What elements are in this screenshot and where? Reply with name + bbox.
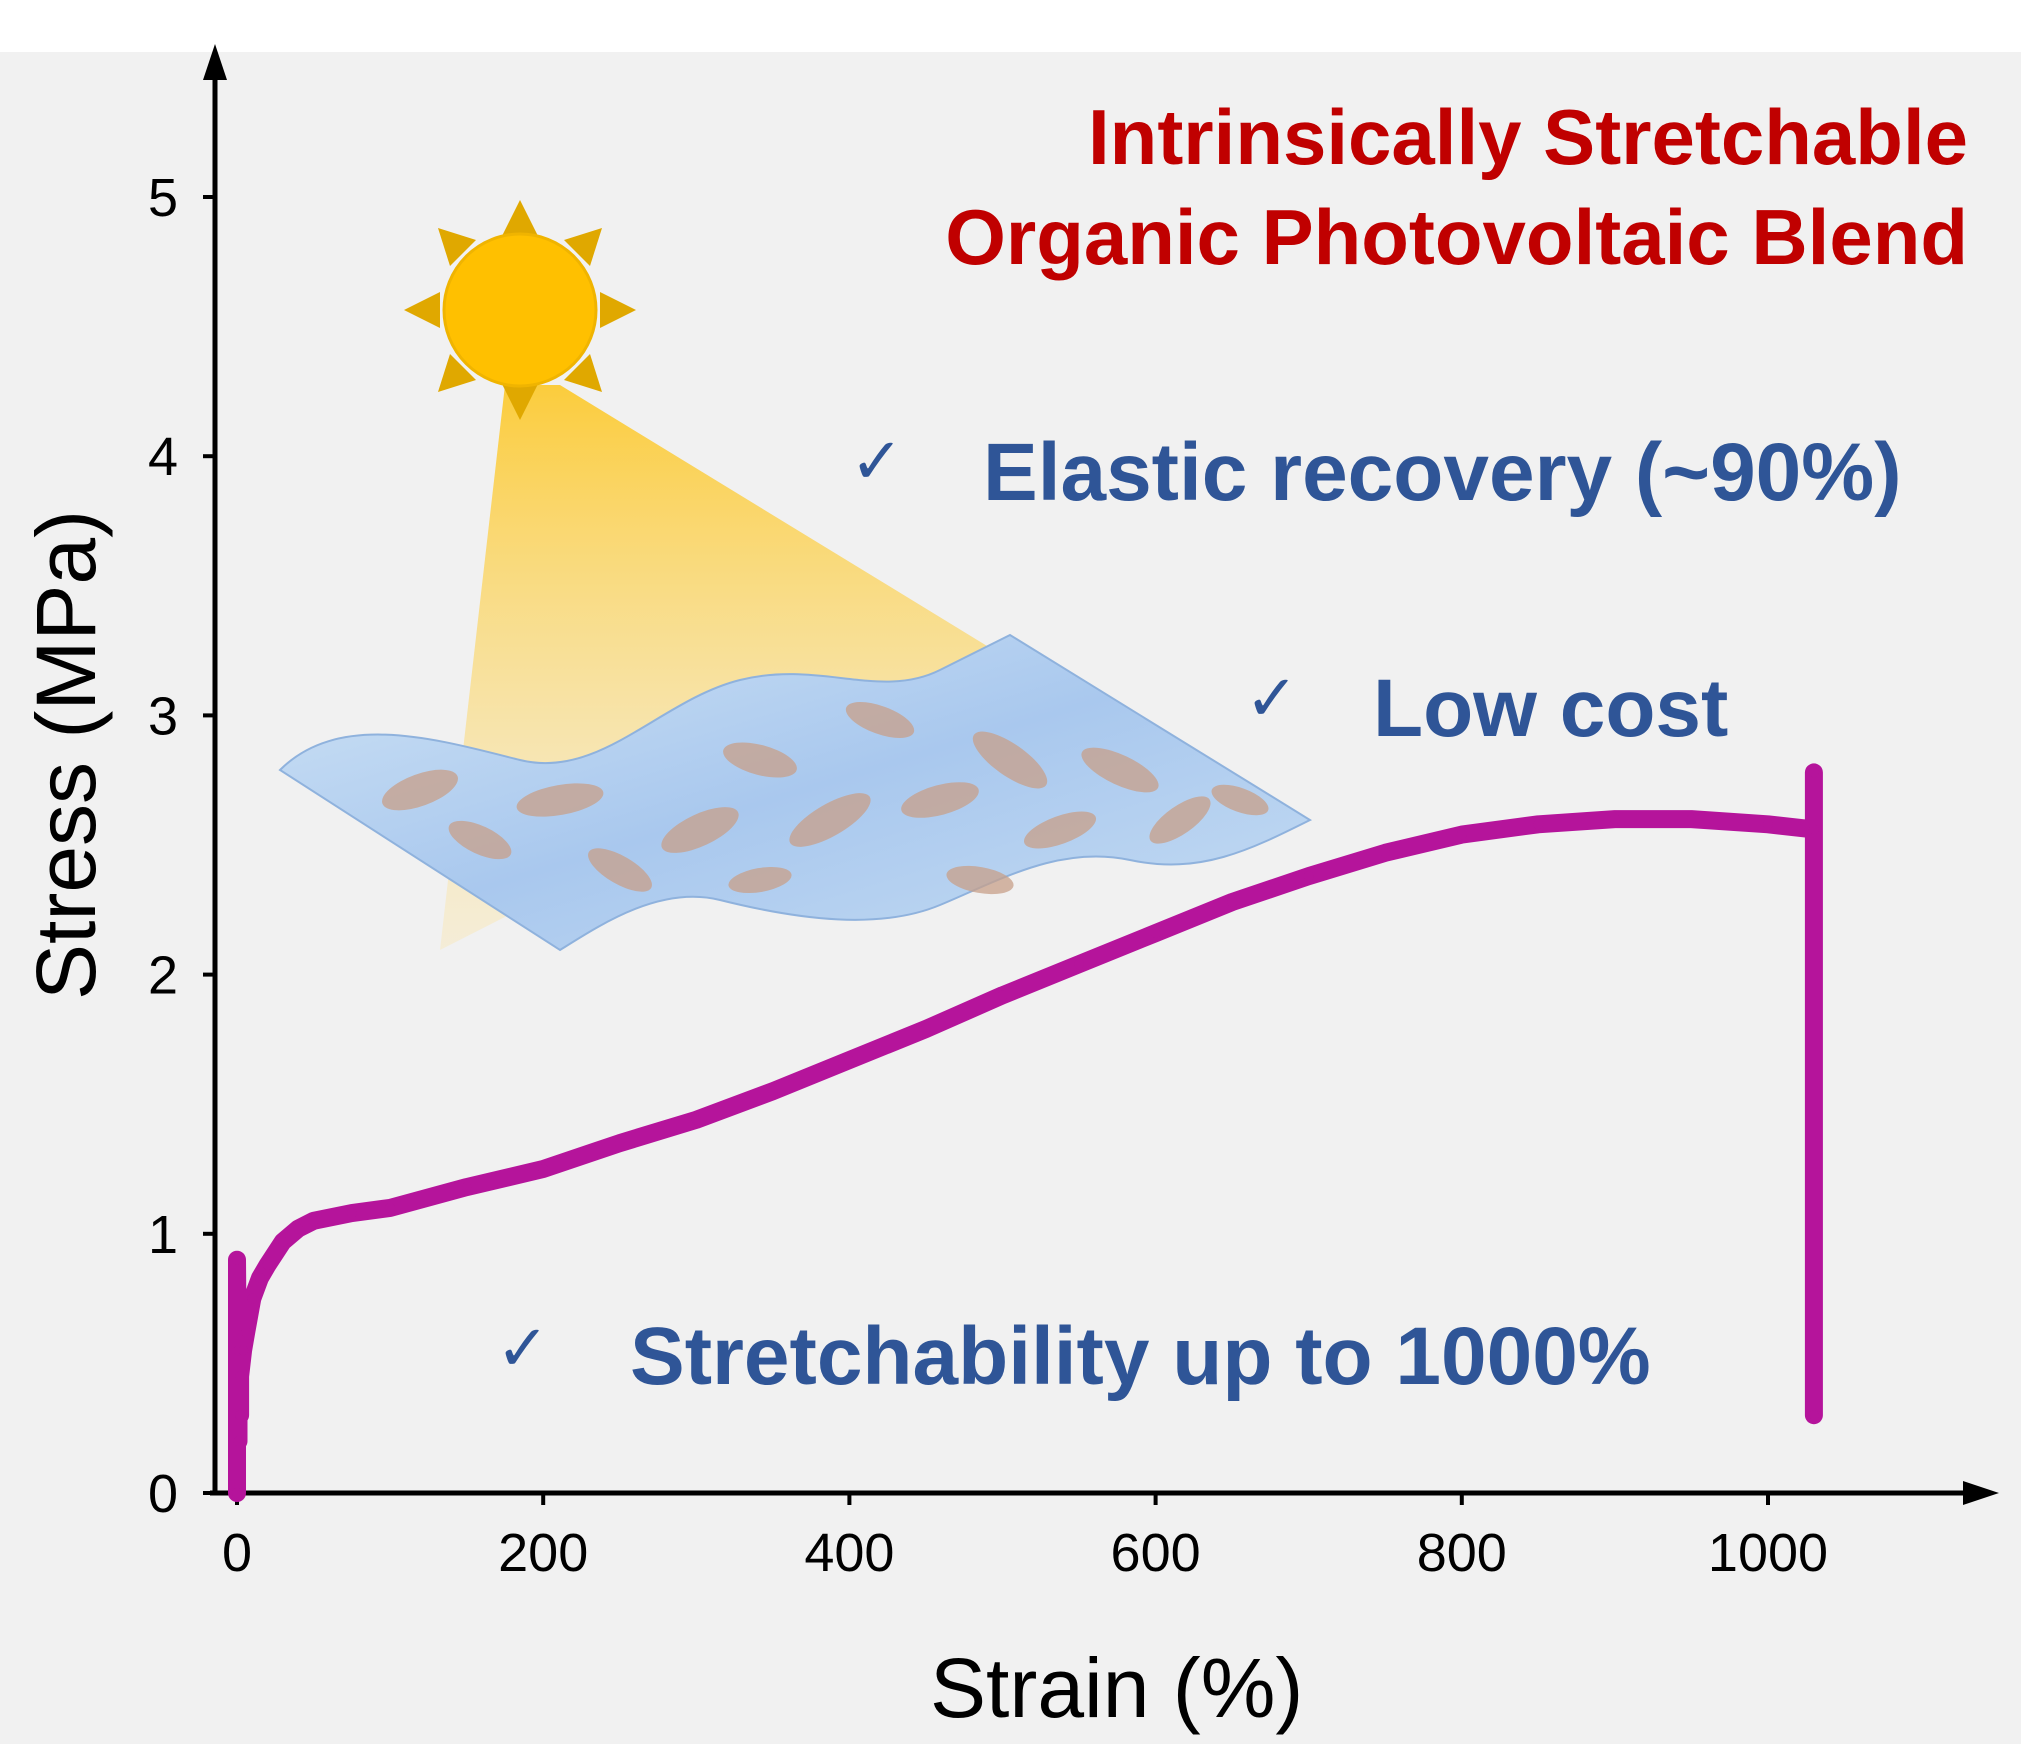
data-point (691, 1114, 702, 1125)
y-axis-arrow (203, 44, 227, 80)
y-tick-label: 2 (148, 946, 178, 1006)
x-tick-label: 400 (804, 1523, 894, 1583)
wavy-stretchable-film (278, 633, 1313, 952)
x-tick-label: 0 (222, 1523, 252, 1583)
data-point (1609, 814, 1620, 825)
data-point (254, 1272, 265, 1283)
data-point (241, 1327, 252, 1338)
x-tick-label: 1000 (1708, 1523, 1828, 1583)
chart-title-line2: Organic Photovoltaic Blend (945, 193, 1968, 281)
x-axis-arrow (1963, 1481, 1999, 1505)
chart-panel (0, 52, 2021, 1744)
x-axis-title: Strain (%) (930, 1641, 1304, 1735)
data-point (1380, 847, 1391, 858)
data-point (1074, 959, 1085, 970)
data-point (844, 1055, 855, 1066)
data-point (232, 1488, 242, 1498)
feature-stretchability: Stretchability up to 1000% (630, 1311, 1651, 1402)
axes: 0 1 2 3 4 5 0 200 400 600 800 1000 (148, 44, 1999, 1583)
data-point (1227, 897, 1238, 908)
data-point (293, 1223, 304, 1234)
checkmark-icon: ✓ (1245, 662, 1299, 736)
y-axis-title: Stress (MPa) (19, 509, 113, 1000)
chart-title-line1: Intrinsically Stretchable (1088, 93, 1968, 181)
y-tick-label: 1 (148, 1205, 178, 1265)
y-tick-label: 3 (148, 686, 178, 746)
x-tick-label: 800 (1417, 1523, 1507, 1583)
data-point (920, 1024, 931, 1035)
data-point (1686, 814, 1697, 825)
data-point (235, 1410, 246, 1421)
data-point (385, 1202, 396, 1213)
checkmark-icon: ✓ (850, 425, 904, 499)
y-tick-label: 4 (148, 427, 178, 487)
data-point (1763, 819, 1773, 830)
y-tick-label: 0 (148, 1464, 178, 1524)
data-point (997, 990, 1008, 1001)
data-point (1456, 829, 1467, 840)
y-tick-label: 5 (148, 168, 178, 228)
data-point (614, 1138, 625, 1149)
data-point (238, 1345, 249, 1356)
data-point (461, 1182, 472, 1193)
data-point (262, 1259, 273, 1270)
x-tick-label: 200 (498, 1523, 588, 1583)
data-point (346, 1208, 357, 1219)
data-point (235, 1371, 246, 1382)
data-point (538, 1164, 549, 1174)
data-point (1808, 767, 1819, 778)
data-point (233, 1436, 244, 1447)
data-point (1808, 824, 1819, 835)
x-tick-label: 600 (1111, 1523, 1201, 1583)
feature-elastic-recovery: Elastic recovery (~90%) (983, 427, 1902, 518)
data-point (767, 1086, 778, 1097)
data-point (308, 1215, 319, 1226)
data-point (1533, 819, 1544, 830)
sun-icon (404, 200, 636, 420)
data-point (1808, 1410, 1819, 1421)
checkmark-icon: ✓ (496, 1312, 550, 1386)
data-point (1150, 928, 1161, 939)
feature-low-cost: Low cost (1373, 663, 1729, 754)
data-point (1303, 871, 1314, 882)
series-group (228, 763, 1823, 1502)
data-point (232, 1254, 242, 1265)
data-point (277, 1236, 288, 1247)
data-point (247, 1293, 258, 1304)
